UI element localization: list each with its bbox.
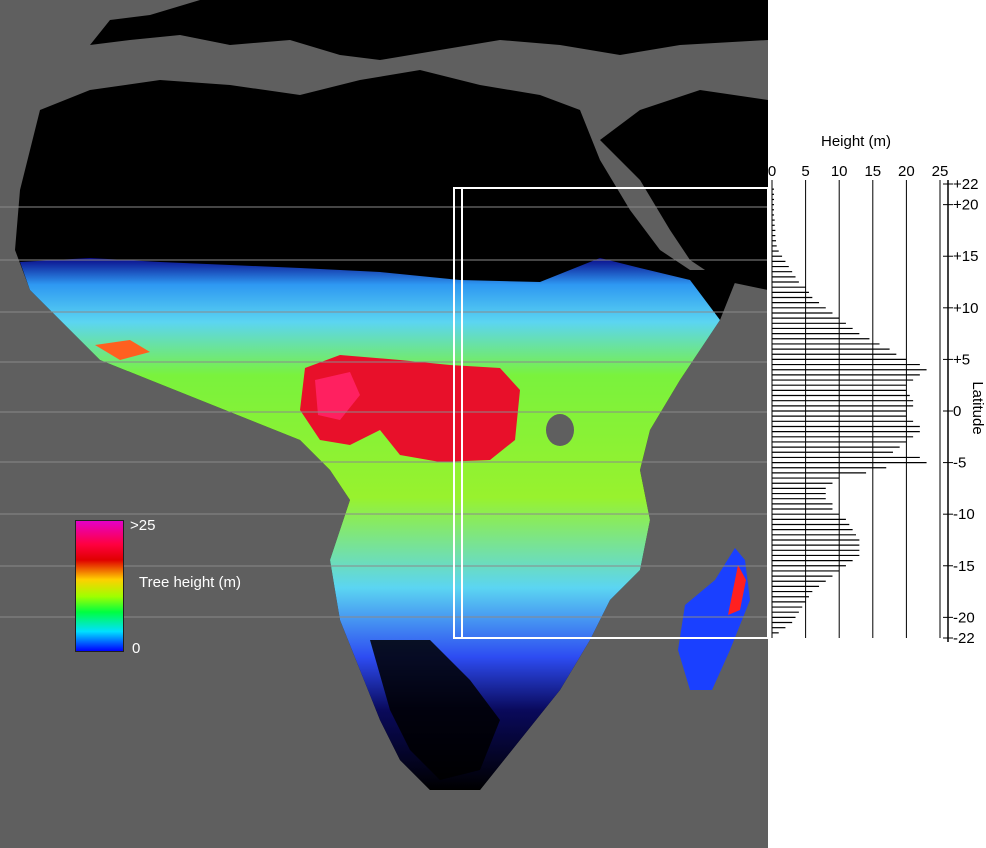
x-axis-label: Height (m) — [821, 133, 891, 150]
vegetation-band — [20, 258, 720, 790]
y-tick-label: +20 — [953, 197, 978, 214]
legend-title: Tree height (m) — [139, 574, 241, 591]
y-tick-label: +22 — [953, 176, 978, 193]
x-tick-label: 5 — [801, 163, 809, 180]
southern-desert — [370, 640, 500, 780]
madagascar — [678, 548, 750, 690]
x-tick-label: 20 — [898, 163, 915, 180]
y-tick-labels: +22 +20 +15 +10 +5 0 -5 -10 -15 -20 -22 — [943, 176, 978, 647]
y-tick-label: -10 — [953, 506, 975, 523]
y-tick-label: +5 — [953, 351, 970, 368]
study-area-frame — [453, 187, 768, 639]
europe-landmass — [90, 0, 768, 60]
west-african-forest — [95, 340, 150, 360]
y-tick-label: -5 — [953, 455, 966, 472]
lake-victoria — [546, 414, 574, 446]
legend-min-label: 0 — [132, 640, 141, 657]
x-tick-label: 15 — [864, 163, 881, 180]
africa-tree-height-map: >25 Tree height (m) 0 — [0, 0, 768, 848]
arabia-landmass — [600, 90, 768, 290]
legend-max-label: >25 — [130, 517, 156, 534]
colorbar — [75, 520, 124, 652]
x-tick-label: 25 — [932, 163, 949, 180]
y-tick-label: +15 — [953, 248, 978, 265]
x-tick-label: 0 — [768, 163, 776, 180]
congo-rainforest-core — [315, 372, 360, 420]
x-tick-labels: 0 5 10 15 20 25 — [768, 163, 949, 180]
y-tick-label: 0 — [953, 403, 961, 420]
y-tick-label: -22 — [953, 630, 975, 647]
congo-rainforest — [300, 355, 520, 462]
y-tick-label: -15 — [953, 558, 975, 575]
map-canvas — [0, 0, 768, 790]
x-tick-label: 10 — [831, 163, 848, 180]
y-axis-label: Latitude — [969, 381, 986, 434]
y-tick-label: +10 — [953, 300, 978, 317]
madagascar-forest — [728, 565, 746, 615]
y-tick-label: -20 — [953, 609, 975, 626]
map-latitude-gridlines — [0, 206, 768, 618]
bars-group — [772, 188, 927, 634]
x-gridlines — [771, 180, 941, 638]
